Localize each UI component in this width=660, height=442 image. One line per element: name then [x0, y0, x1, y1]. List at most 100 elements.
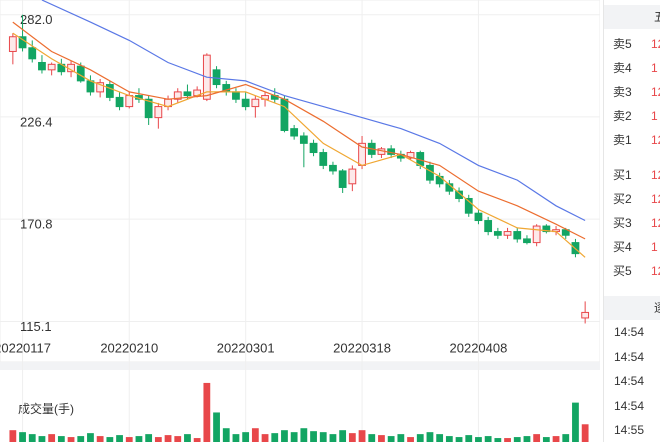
candle-body	[38, 61, 46, 71]
candle-body	[493, 231, 502, 236]
moving-average-line	[41, 0, 586, 222]
volume-bar	[533, 434, 541, 442]
book-row: 买2 12	[604, 189, 660, 209]
volume-bar	[251, 428, 259, 442]
book-row: 买4 1	[604, 237, 660, 257]
row-label: 卖2	[613, 109, 632, 123]
row-label: 卖5	[613, 37, 632, 51]
row-value: 1	[651, 240, 658, 254]
candle-body	[474, 212, 483, 222]
volume-bar	[513, 437, 521, 442]
volume-bar	[310, 431, 317, 442]
row-value: 12	[651, 85, 660, 99]
volume-bar	[19, 432, 26, 442]
book-header: 五	[604, 5, 660, 29]
volume-bar	[38, 436, 46, 442]
volume-bar	[504, 438, 511, 442]
volume-bar	[116, 435, 123, 442]
volume-bar	[261, 434, 269, 442]
candle-body	[406, 152, 415, 159]
candle-body	[105, 84, 114, 98]
y-tick-label: 115.1	[20, 319, 52, 334]
row-label: 买3	[613, 216, 632, 230]
volume-bar	[242, 432, 250, 442]
row-value: 12	[651, 264, 660, 278]
volume-bar	[358, 430, 366, 442]
row-label: 卖1	[613, 133, 632, 147]
x-tick-label: 20220301	[217, 340, 275, 355]
candle-body	[299, 135, 308, 144]
candle-body	[47, 63, 56, 71]
volume-bar	[106, 437, 114, 442]
row-value: 1	[651, 61, 658, 75]
volume-bar	[154, 437, 162, 442]
chart: 成交量(手) 282.0 226.4 170.8 115.1 20220117 20220…	[0, 0, 600, 442]
volume-bar	[48, 434, 56, 442]
row-value: 12	[651, 37, 660, 51]
volume-bar	[368, 434, 376, 442]
volume-bar	[300, 428, 308, 442]
volume-bar	[164, 435, 172, 442]
row-label: 卖3	[613, 85, 632, 99]
row-label: 买4	[613, 240, 632, 254]
candle-body	[290, 128, 299, 137]
moving-average-line	[12, 32, 586, 258]
candle-body	[96, 82, 105, 93]
volume-bar	[562, 434, 570, 442]
candle-body	[183, 91, 192, 97]
volume-bar	[57, 436, 65, 442]
candle-body	[241, 98, 250, 108]
moving-average-line	[12, 21, 586, 240]
volume-bar	[581, 424, 589, 442]
candle-body	[115, 96, 124, 108]
candle-body	[251, 98, 260, 108]
row-value: 12	[651, 168, 660, 182]
candle-body	[532, 225, 541, 244]
book-row: 卖5 12	[604, 34, 660, 54]
volume-bar	[67, 437, 75, 442]
volume-bar	[213, 412, 220, 442]
trade-time: 14:54	[614, 398, 645, 413]
candle-body	[348, 168, 357, 185]
volume-bar	[426, 432, 434, 442]
volume-bar	[193, 438, 201, 442]
candle-body	[309, 142, 318, 154]
volume-bar	[348, 433, 356, 442]
row-label: 买2	[613, 192, 632, 206]
candle-body	[484, 220, 493, 233]
volume-bar	[475, 437, 482, 442]
volume-bar	[484, 436, 492, 442]
volume-bar	[290, 432, 298, 442]
book-row: 卖4 1	[604, 58, 660, 78]
book-row: 卖1 12	[604, 130, 660, 150]
volume-bar	[339, 430, 347, 442]
book-row: 买5 12	[604, 261, 660, 281]
candle-body	[329, 164, 337, 172]
y-tick-label: 226.4	[20, 114, 53, 129]
volume-bar	[96, 436, 104, 442]
trade-time: 14:55	[614, 423, 645, 437]
candle-body	[513, 231, 522, 240]
candle-body	[338, 170, 347, 188]
volume-bar	[494, 438, 502, 442]
candle-body	[542, 225, 551, 233]
volume-bar	[378, 435, 385, 442]
volume-bar	[397, 434, 405, 442]
candle-body	[144, 98, 153, 119]
candle-body	[154, 106, 163, 119]
book-row: 买3 12	[604, 213, 660, 233]
volume-bar	[135, 436, 143, 442]
row-label: 买5	[613, 264, 632, 278]
volume-bar	[125, 437, 133, 442]
trades-header: 逐	[604, 296, 660, 320]
volume-bar	[572, 402, 579, 442]
row-value: 12	[651, 192, 660, 206]
candle-body	[464, 197, 473, 214]
x-tick-label: 20220117	[0, 340, 51, 355]
candle-body	[232, 91, 240, 100]
candle-body	[581, 311, 590, 319]
volume-bar	[523, 436, 531, 442]
row-label: 卖4	[613, 61, 632, 75]
volume-bar	[28, 434, 36, 442]
volume-bar	[184, 434, 191, 442]
